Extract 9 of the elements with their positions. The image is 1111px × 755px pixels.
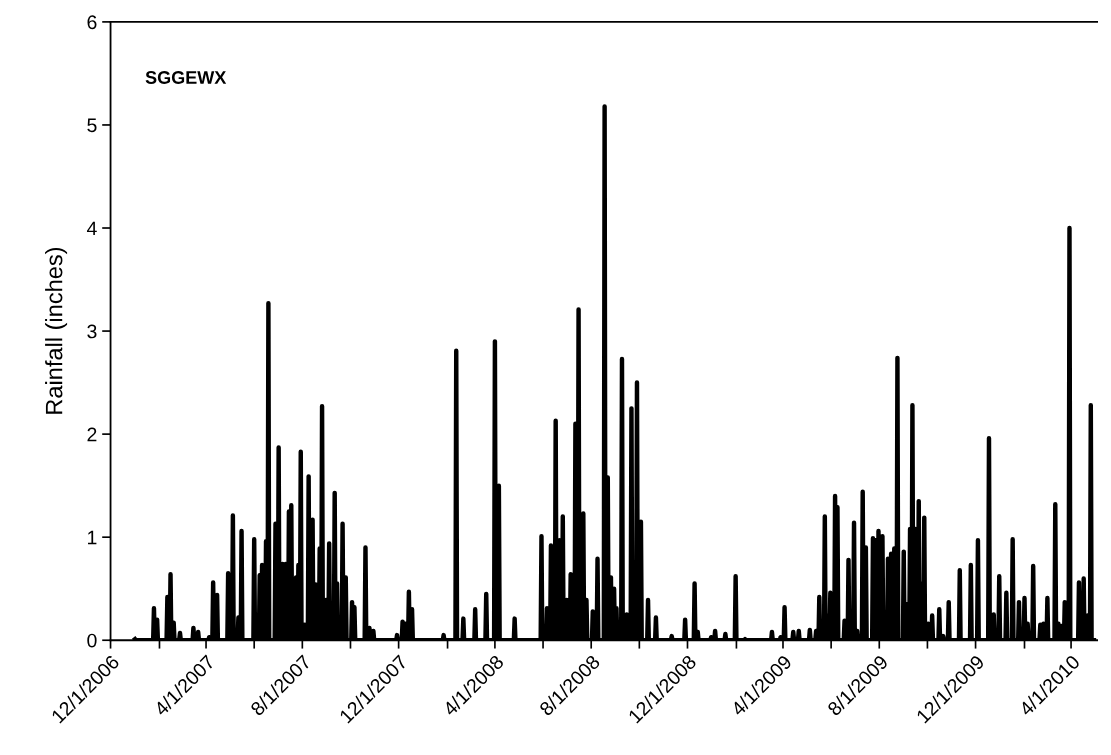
y-tick-label: 3: [87, 324, 97, 339]
y-tick-label: 0: [87, 633, 97, 648]
annotation: SGGEWX: [145, 71, 227, 84]
y-tick-label: 2: [87, 427, 97, 442]
y-tick-label: 1: [88, 530, 97, 545]
y-tick-label: 5: [87, 118, 97, 133]
y-tick-label: 4: [86, 221, 97, 236]
y-tick-label: 6: [87, 15, 97, 30]
y-axis-title: Rainfall (inches): [45, 247, 68, 414]
